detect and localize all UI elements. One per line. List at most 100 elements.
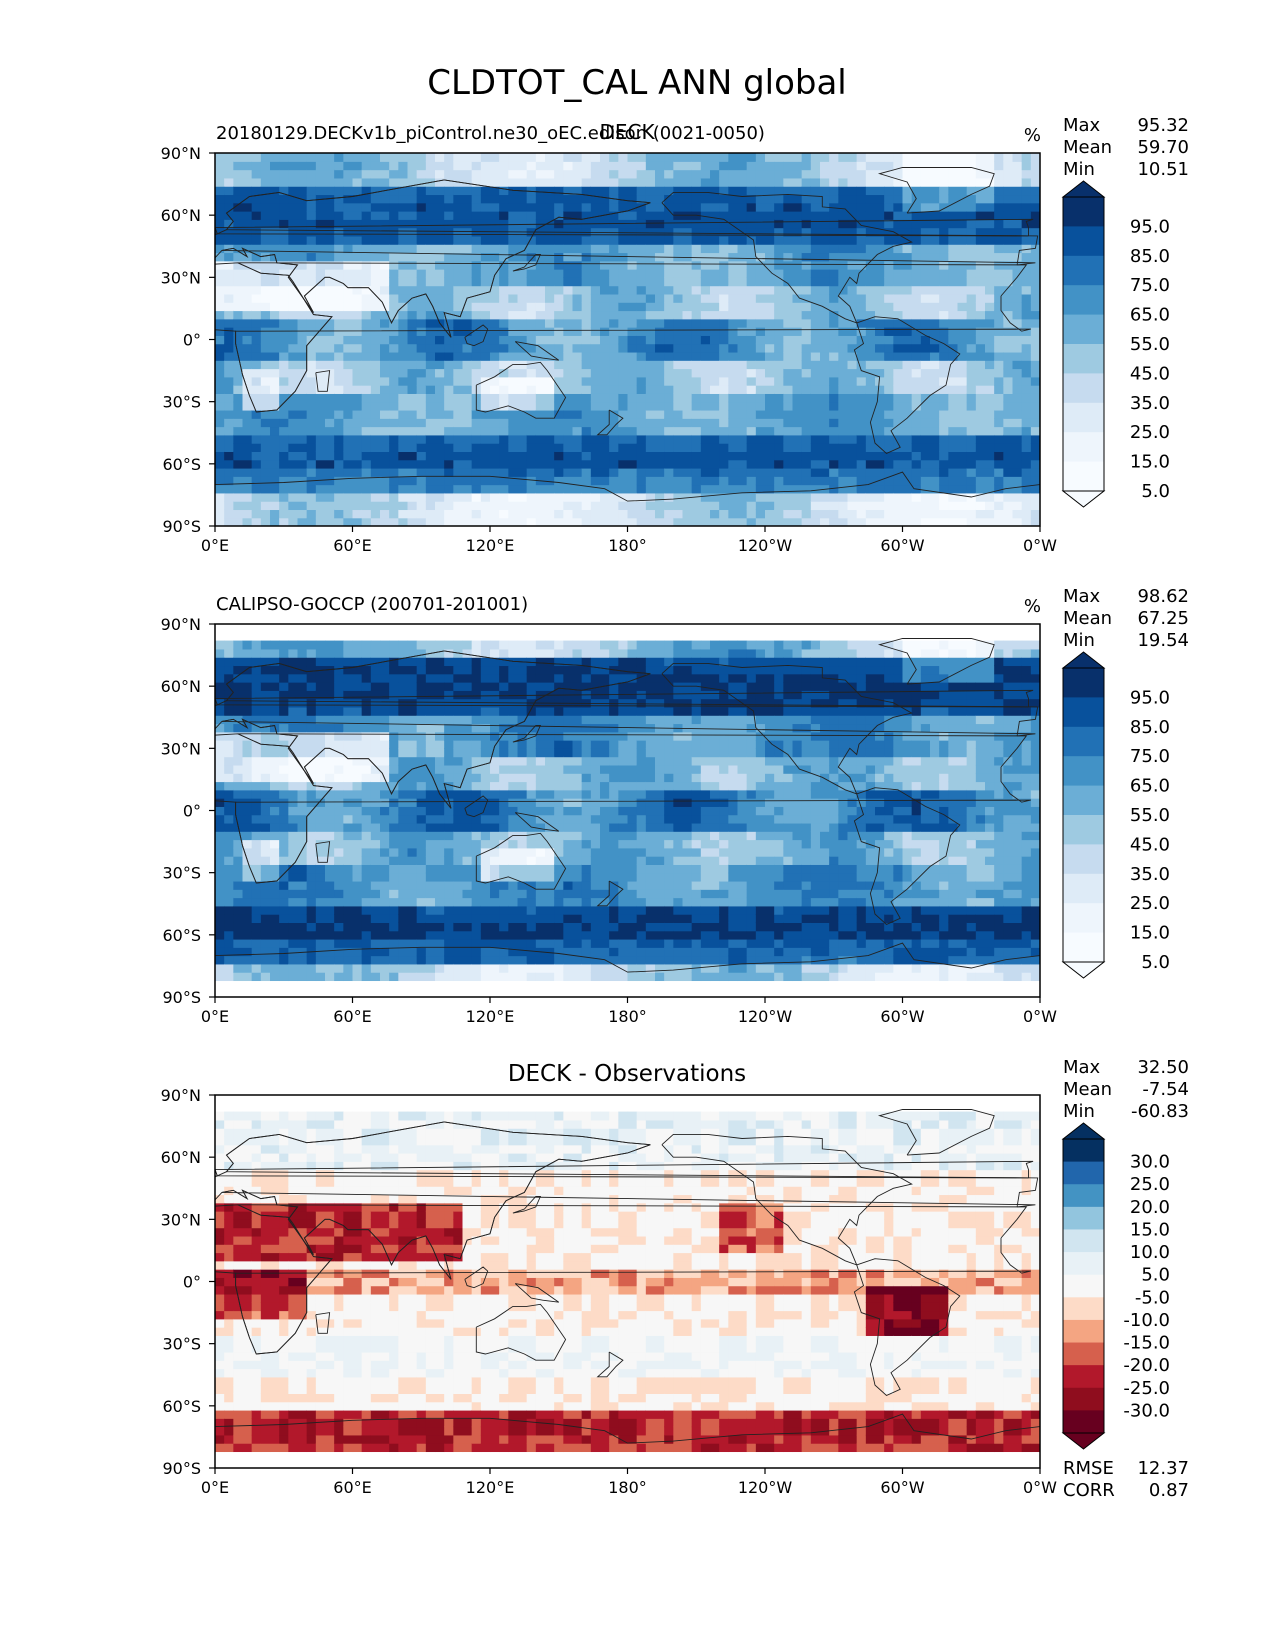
coastlines	[215, 638, 1040, 973]
coast-new-guinea	[514, 1283, 560, 1303]
y-tick-label: 0°	[183, 802, 201, 821]
colorbar-swatch	[1063, 226, 1104, 257]
coast-borneo	[464, 795, 489, 818]
colorbar-swatch	[1063, 873, 1104, 904]
colorbar-swatch	[1063, 197, 1104, 227]
colorbar-swatch	[1063, 1297, 1104, 1321]
stat-label-mean: Mean	[1063, 608, 1112, 629]
colorbar-swatch	[1063, 844, 1104, 875]
colorbar-label: 65.0	[1130, 776, 1170, 797]
coast-south-america	[853, 787, 961, 926]
colorbar-swatch	[1063, 756, 1104, 787]
colorbar-label: 20.0	[1130, 1197, 1170, 1218]
colorbar-label: 65.0	[1130, 305, 1170, 326]
coast-australia	[475, 361, 567, 419]
colorbar-swatch	[1063, 344, 1104, 374]
x-tick-label: 180°	[608, 536, 647, 555]
coastlines	[215, 1109, 1040, 1444]
y-tick-label: 60°N	[161, 1148, 201, 1167]
colorbar-swatch	[1063, 1365, 1104, 1389]
stat-value-min: -60.83	[1131, 1101, 1189, 1122]
colorbar-swatch	[1063, 285, 1104, 316]
x-tick-label: 120°W	[738, 1478, 793, 1497]
coast-japan	[512, 1196, 542, 1214]
coast-greenland	[877, 638, 995, 685]
colorbar-label: 95.0	[1130, 687, 1170, 708]
colorbar-frame	[1062, 1138, 1105, 1434]
stat-label-min: Min	[1063, 630, 1095, 651]
coast-antarctica	[215, 942, 1040, 973]
colorbar-frame	[1062, 196, 1105, 492]
y-tick-label: 30°S	[162, 393, 201, 412]
coast-africa-wrap	[215, 262, 333, 413]
colorbar-label: 5.0	[1141, 481, 1170, 502]
stat-value-max: 98.62	[1137, 586, 1189, 607]
colorbar-label: 15.0	[1130, 1219, 1170, 1240]
y-tick-label: 90°N	[161, 615, 201, 634]
colorbar-label: 95.0	[1130, 216, 1170, 237]
coast-uk-wrap	[215, 226, 218, 235]
panel-3: DECK - Observations Max 32.50 Mean -7.54 Min -…	[161, 1057, 1189, 1501]
x-tick-label: 120°W	[738, 1007, 793, 1026]
x-tick-label: 120°E	[466, 1007, 515, 1026]
colorbar: 95.0 85.0 75.0 65.0 55.0 45.0 35.0 25.0 15.0 5.0	[1061, 651, 1170, 979]
coast-new-guinea	[514, 341, 560, 361]
coast-australia	[475, 1303, 567, 1361]
stat-label-min: Min	[1063, 1101, 1095, 1122]
colorbar-label: 75.0	[1130, 746, 1170, 767]
colorbar-label: -25.0	[1123, 1378, 1170, 1399]
metric-label-rmse: RMSE	[1063, 1458, 1114, 1479]
y-tick-label: 60°S	[162, 1397, 201, 1416]
colorbar-swatch	[1063, 815, 1104, 845]
colorbar-label: 5.0	[1141, 1265, 1170, 1286]
coast-africa-wrap	[215, 1204, 333, 1355]
coast-antarctica	[215, 471, 1040, 502]
stat-value-mean: 59.70	[1137, 137, 1189, 158]
x-tick-label: 60°W	[880, 1478, 924, 1497]
colorbar-swatch	[1063, 697, 1104, 728]
coast-new-guinea	[514, 812, 560, 832]
colorbar-swatch	[1063, 255, 1104, 286]
colorbar-label: 55.0	[1130, 805, 1170, 826]
colorbar-frame	[1062, 667, 1105, 963]
x-tick-label: 0°W	[1023, 1478, 1057, 1497]
colorbar-swatch	[1063, 402, 1104, 433]
coast-uk-wrap	[215, 697, 218, 706]
x-tick-label: 0°E	[201, 536, 229, 555]
y-tick-label: 30°S	[162, 864, 201, 883]
colorbar-swatch	[1063, 668, 1104, 698]
colorbar-label: 25.0	[1130, 422, 1170, 443]
coast-japan	[512, 254, 542, 272]
stat-label-max: Max	[1063, 115, 1101, 136]
colorbar-label: 35.0	[1130, 864, 1170, 885]
colorbar: 95.0 85.0 75.0 65.0 55.0 45.0 35.0 25.0 15.0 5.0	[1061, 180, 1170, 508]
colorbar-label: -30.0	[1123, 1400, 1170, 1421]
coastlines	[215, 167, 1040, 502]
colorbar-swatch	[1063, 785, 1104, 816]
colorbar-swatch	[1063, 1387, 1104, 1411]
coast-madagascar	[315, 841, 331, 863]
colorbar-swatch	[1063, 1229, 1104, 1253]
stat-value-min: 10.51	[1137, 159, 1189, 180]
stat-value-min: 19.54	[1137, 630, 1189, 651]
coast-eurasia-wrap	[215, 179, 651, 338]
x-tick-label: 120°E	[466, 1478, 515, 1497]
x-tick-label: 0°E	[201, 1478, 229, 1497]
coast-madagascar	[315, 370, 331, 392]
coast-greenland	[877, 1109, 995, 1156]
colorbar-label: 35.0	[1130, 393, 1170, 414]
colorbar-swatch	[1063, 1319, 1104, 1344]
y-tick-label: 30°S	[162, 1335, 201, 1354]
coast-greenland	[877, 167, 995, 214]
metric-value-corr: 0.87	[1149, 1480, 1189, 1501]
colorbar-swatch	[1063, 903, 1104, 934]
colorbar-swatch	[1063, 1206, 1104, 1230]
colorbar-swatch	[1063, 1252, 1104, 1276]
figure-title: CLDTOT_CAL ANN global	[427, 63, 847, 103]
stat-label-max: Max	[1063, 586, 1101, 607]
stat-value-max: 95.32	[1137, 115, 1189, 136]
coast-north-america	[661, 191, 913, 324]
colorbar-swatch	[1063, 726, 1104, 757]
coast-antarctica	[215, 1413, 1040, 1444]
